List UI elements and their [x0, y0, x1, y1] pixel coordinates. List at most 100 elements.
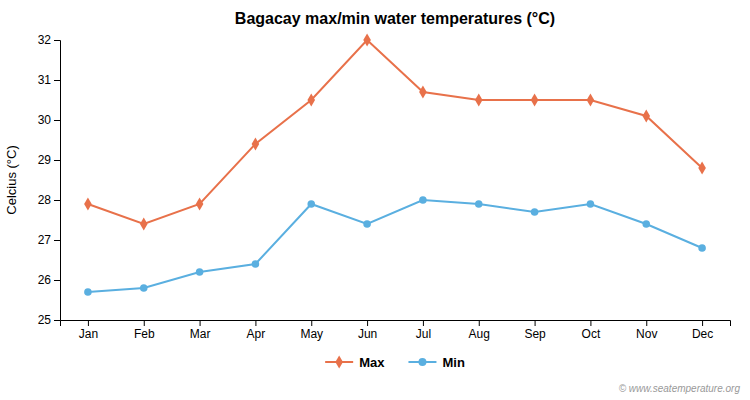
point	[196, 197, 204, 210]
x-tick-label: May	[300, 327, 323, 341]
point	[587, 200, 595, 208]
x-tick: Sep	[524, 320, 546, 341]
series-line	[88, 200, 702, 292]
x-tick: Apr	[247, 320, 266, 341]
plot: 25 26 27 28 29 30 31 32 Jan Feb Mar Apr May Jun Jul Aug…	[38, 33, 731, 340]
point	[531, 93, 539, 106]
legend: Max Min	[325, 355, 465, 370]
point	[307, 93, 315, 106]
marks	[84, 33, 706, 295]
y-tick: 27	[38, 233, 60, 247]
y-tick-label: 28	[38, 193, 52, 207]
legend-label: Min	[442, 355, 464, 370]
point	[698, 244, 706, 252]
y-axis-line	[54, 41, 61, 321]
x-tick: Nov	[636, 320, 657, 341]
y-tick-mark	[54, 80, 60, 81]
x-tick: May	[300, 320, 323, 341]
x-tick-mark	[367, 320, 368, 326]
x-tick: Mar	[190, 320, 211, 341]
x-tick-mark	[200, 320, 201, 326]
x-tick-label: Nov	[636, 327, 657, 341]
y-tick-label: 29	[38, 153, 52, 167]
point	[363, 220, 371, 228]
x-tick-mark	[702, 320, 703, 326]
point	[419, 196, 427, 204]
x-tick-mark	[535, 320, 536, 326]
x-tick-mark	[479, 320, 480, 326]
x-tick-label: Jun	[358, 327, 377, 341]
y-tick-mark	[54, 40, 60, 41]
point	[84, 197, 92, 210]
y-tick-label: 30	[38, 113, 52, 127]
x-tick-label: Oct	[582, 327, 601, 341]
point	[419, 85, 427, 98]
point	[587, 93, 595, 106]
y-tick-mark	[54, 200, 60, 201]
x-tick-label: Dec	[692, 327, 713, 341]
chart: 25 26 27 28 29 30 31 32 Jan Feb Mar Apr May Jun Jul Aug…	[0, 0, 750, 400]
y-tick: 30	[38, 113, 60, 127]
y-tick-label: 25	[38, 313, 52, 327]
x-tick: Jul	[416, 320, 431, 341]
x-tick-mark	[144, 320, 145, 326]
x-tick-label: Apr	[247, 327, 266, 341]
x-tick: Dec	[692, 320, 713, 341]
x-tick: Oct	[582, 320, 601, 341]
point	[475, 93, 483, 106]
y-tick-mark	[54, 280, 60, 281]
annotation: © www.seatemperature.org	[619, 383, 741, 394]
x-tick-mark	[255, 320, 256, 326]
y-tick-mark	[54, 160, 60, 161]
point	[84, 288, 92, 296]
y-tick: 29	[38, 153, 60, 167]
legend-item: Max	[325, 355, 385, 370]
point	[698, 161, 706, 174]
y-tick-label: 31	[38, 73, 52, 87]
point	[642, 220, 650, 228]
title: Bagacay max/min water temperatures (°C)	[235, 10, 555, 27]
x-tick-mark	[311, 320, 312, 326]
x-tick-label: Aug	[469, 327, 490, 341]
point	[140, 217, 148, 230]
y-tick: 31	[38, 73, 60, 87]
y-tick: 28	[38, 193, 60, 207]
point	[196, 268, 204, 276]
x-tick-mark	[88, 320, 89, 326]
point	[363, 33, 371, 46]
x-tick: Jan	[79, 320, 98, 341]
point	[475, 200, 483, 208]
y-tick: 25	[38, 313, 60, 327]
point	[252, 260, 260, 268]
point	[140, 284, 148, 292]
point	[252, 137, 260, 150]
y-axis: 25 26 27 28 29 30 31 32	[38, 33, 61, 327]
legend-label: Max	[359, 355, 385, 370]
x-tick-label: Jul	[416, 327, 431, 341]
y-tick-label: 27	[38, 233, 52, 247]
y-tick: 32	[38, 33, 60, 47]
x-tick-mark	[646, 320, 647, 326]
point	[531, 208, 539, 216]
point	[642, 109, 650, 122]
x-tick: Feb	[134, 320, 155, 341]
x-tick-label: Feb	[134, 327, 155, 341]
x-tick-label: Mar	[190, 327, 211, 341]
y-tick-mark	[54, 120, 60, 121]
x-tick: Aug	[469, 320, 490, 341]
point	[307, 200, 315, 208]
legend-marker	[418, 358, 426, 366]
x-tick-label: Sep	[524, 327, 546, 341]
y-tick-label: 26	[38, 273, 52, 287]
y-label: Celcius (°C)	[4, 145, 19, 214]
y-tick-mark	[54, 320, 60, 321]
x-axis-line	[61, 321, 731, 327]
y-tick: 26	[38, 273, 60, 287]
x-tick: Jun	[358, 320, 377, 341]
series	[84, 196, 706, 296]
x-tick-mark	[590, 320, 591, 326]
x-tick-label: Jan	[79, 327, 98, 341]
y-tick-label: 32	[38, 33, 52, 47]
series	[84, 33, 706, 230]
legend-item: Min	[408, 355, 464, 370]
